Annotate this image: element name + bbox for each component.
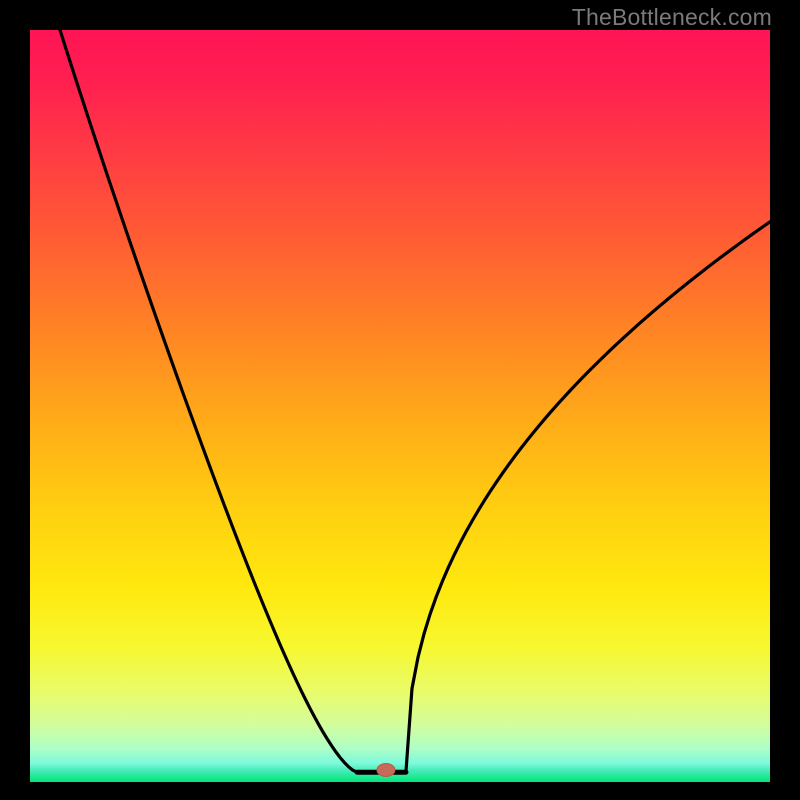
curve-left-branch	[60, 30, 357, 772]
notch-marker	[377, 763, 395, 776]
watermark-text: TheBottleneck.com	[572, 4, 772, 31]
bottleneck-curve	[30, 30, 770, 782]
plot-area	[30, 30, 770, 782]
chart-frame: TheBottleneck.com	[0, 0, 800, 800]
curve-right-branch	[406, 222, 770, 772]
